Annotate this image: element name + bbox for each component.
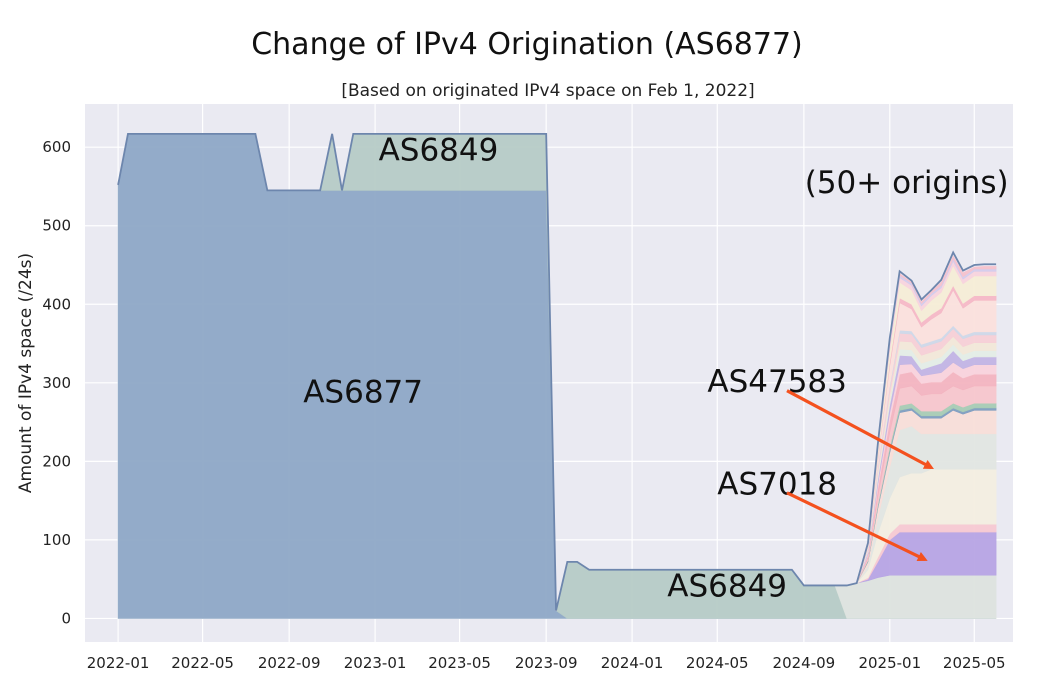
y-tick-label: 100 — [42, 531, 71, 549]
annotation-as6849: AS6849 — [379, 133, 499, 169]
x-tick-label: 2023-05 — [428, 654, 491, 672]
x-tick-label: 2024-05 — [686, 654, 749, 672]
chart-subtitle: [Based on originated IPv4 space on Feb 1… — [341, 81, 754, 101]
axis-ticks: 0 100 200 300 400 500 600 2022-01 2022-05 2022-09… — [42, 138, 1005, 672]
chart-title: Change of IPv4 Origination (AS6877) — [251, 27, 803, 62]
annotation-as6877: AS6877 — [303, 374, 423, 410]
total-outline — [117, 132, 997, 611]
annotation-as47583: AS47583 — [707, 364, 847, 400]
annotation--50-origins-: (50+ origins) — [805, 165, 1009, 201]
x-tick-label: 2022-09 — [258, 654, 321, 672]
x-tick-label: 2024-09 — [773, 654, 836, 672]
y-tick-label: 600 — [42, 138, 71, 156]
annotation-as7018: AS7018 — [717, 466, 837, 502]
x-tick-label: 2022-05 — [171, 654, 234, 672]
annotation-as6849: AS6849 — [667, 568, 787, 604]
x-tick-label: 2024-01 — [601, 654, 664, 672]
arrow-as7018 — [786, 491, 928, 561]
annotations: AS6849 (50+ origins) AS6877 AS47583 AS7018 AS… — [303, 133, 1008, 605]
y-tick-label: 200 — [42, 452, 71, 470]
y-axis-label: Amount of IPv4 space (/24s) — [16, 253, 36, 493]
x-tick-label: 2023-01 — [344, 654, 407, 672]
y-tick-label: 500 — [42, 217, 71, 235]
x-tick-label: 2023-09 — [515, 654, 578, 672]
y-tick-label: 300 — [42, 374, 71, 392]
x-tick-label: 2025-01 — [858, 654, 921, 672]
arrow-as47583 — [786, 389, 934, 470]
y-tick-label: 400 — [42, 295, 71, 313]
area-series — [117, 132, 997, 619]
x-tick-label: 2022-01 — [87, 654, 150, 672]
x-tick-label: 2025-05 — [943, 654, 1006, 672]
y-tick-label: 0 — [61, 609, 71, 627]
